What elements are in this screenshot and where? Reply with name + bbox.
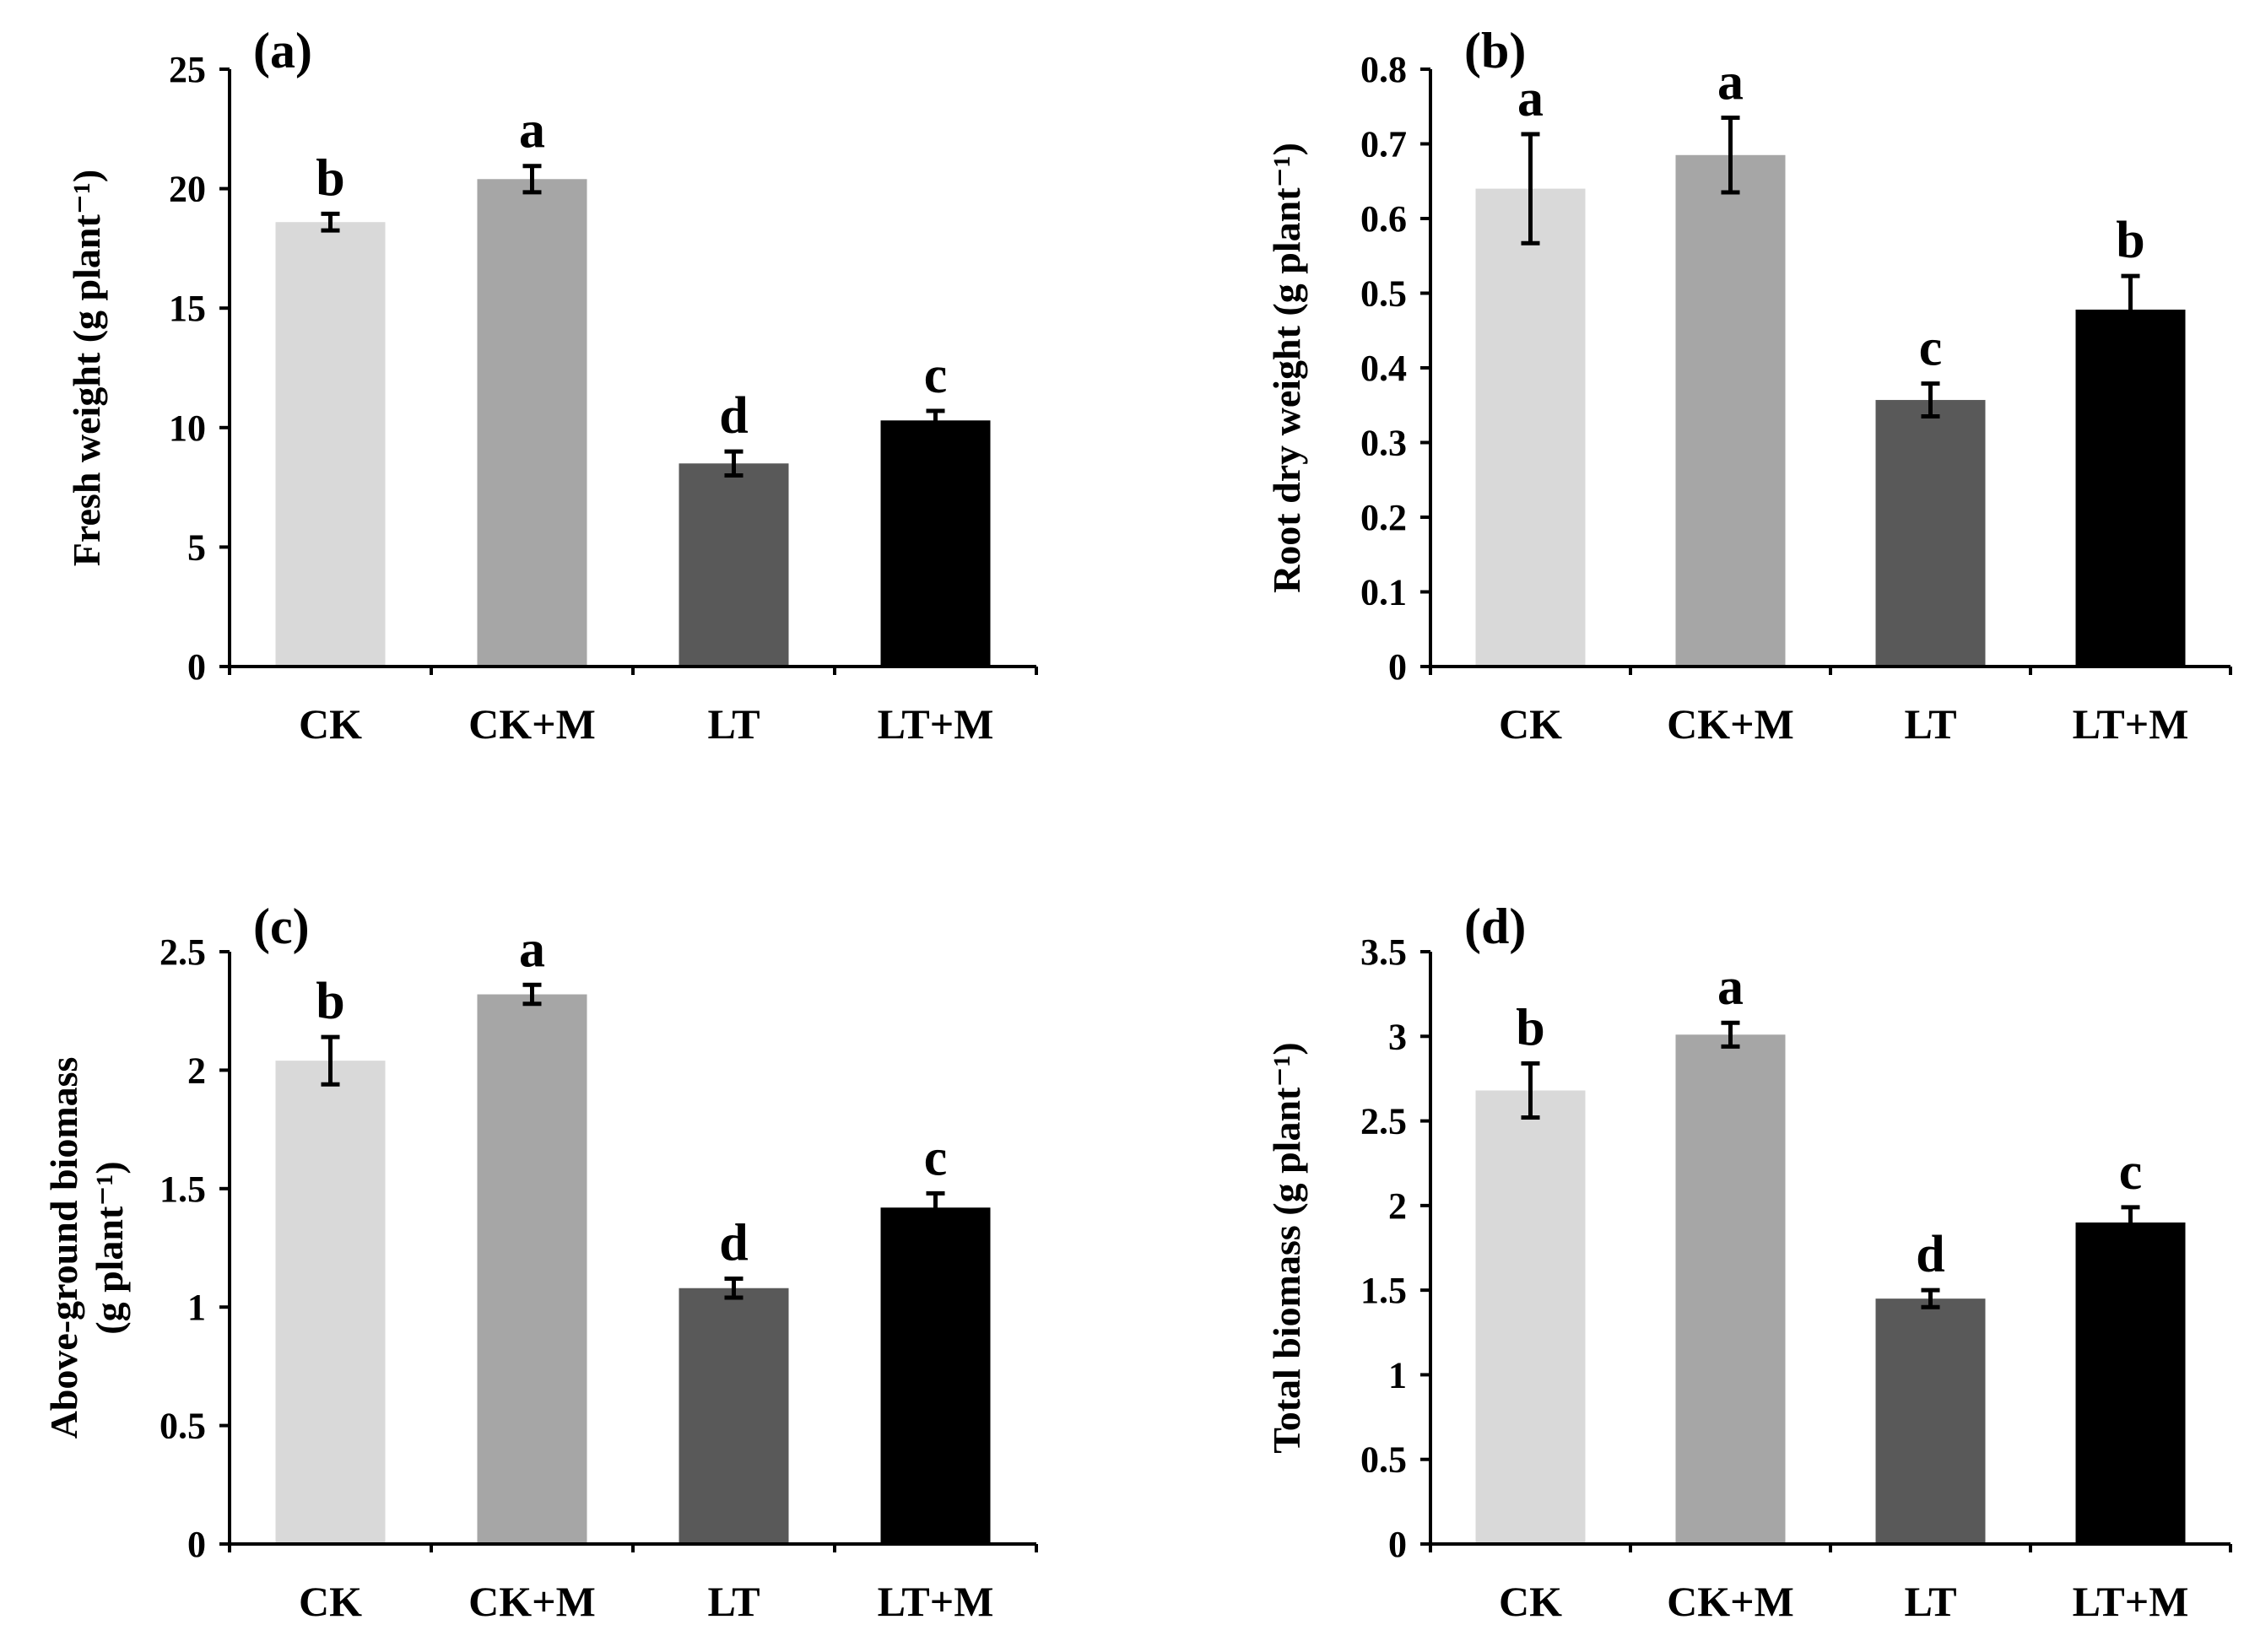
- y-tick-label: 0.5: [1360, 273, 1407, 315]
- y-axis-title: Total biomass (g plant⁻¹): [1265, 1042, 1308, 1454]
- bar-CK: [1475, 188, 1586, 667]
- y-tick-label: 2.5: [1360, 1101, 1407, 1142]
- y-tick-label: 0: [1388, 1524, 1407, 1565]
- y-tick-label: 0.1: [1360, 572, 1407, 613]
- y-tick-label: 0.8: [1360, 49, 1407, 90]
- y-tick-label: 0.5: [1360, 1439, 1407, 1481]
- chart-panel-2: (c)b CK a CK+M d LT c LT+M 0 0.5 1 1.5 2 2.5 Above-gro…: [42, 899, 1038, 1625]
- y-tick-label: 20: [169, 169, 206, 210]
- bar-CK: [275, 222, 386, 667]
- bar-LT: [679, 1288, 789, 1544]
- significance-letter: a: [1717, 54, 1744, 111]
- x-tick-label: LT+M: [2073, 1578, 2189, 1625]
- bar-LT: [679, 463, 789, 667]
- y-tick-label: 25: [169, 49, 206, 90]
- significance-letter: a: [1517, 70, 1544, 127]
- x-tick-label: CK+M: [468, 1578, 596, 1625]
- y-tick-label: 0.5: [160, 1406, 206, 1447]
- y-axis-title: Fresh weight (g plant⁻¹): [65, 170, 108, 566]
- x-tick-label: CK: [1499, 700, 1562, 748]
- significance-letter: c: [924, 347, 948, 404]
- significance-letter: c: [2119, 1143, 2143, 1201]
- bar-LT+M: [880, 1207, 991, 1544]
- x-tick-label: CK+M: [1667, 700, 1794, 748]
- y-tick-label: 1: [1388, 1354, 1407, 1396]
- bar-LT+M: [2075, 1222, 2186, 1544]
- significance-letter: b: [316, 973, 344, 1030]
- y-tick-label: 1.5: [1360, 1270, 1407, 1311]
- significance-letter: b: [2116, 212, 2144, 269]
- y-tick-label: 1.5: [160, 1169, 206, 1210]
- x-tick-label: CK: [1499, 1578, 1562, 1625]
- bar-CK+M: [477, 994, 587, 1544]
- significance-letter: c: [924, 1129, 948, 1186]
- x-tick-label: LT+M: [878, 700, 994, 748]
- y-tick-label: 0.4: [1360, 348, 1407, 389]
- significance-letter: a: [519, 102, 545, 159]
- x-tick-label: CK+M: [1667, 1578, 1794, 1625]
- significance-letter: a: [519, 920, 545, 978]
- y-tick-label: 0: [1388, 646, 1407, 688]
- y-tick-label: 0.2: [1360, 497, 1407, 538]
- bar-LT+M: [2075, 309, 2186, 667]
- y-tick-label: 2.5: [160, 931, 206, 973]
- x-tick-label: LT+M: [2073, 700, 2189, 748]
- panel-label: (d): [1464, 899, 1526, 954]
- panel-label: (a): [253, 23, 312, 78]
- significance-letter: a: [1717, 958, 1744, 1016]
- y-tick-label: 0: [187, 1524, 206, 1565]
- y-tick-label: 3: [1388, 1016, 1407, 1057]
- significance-letter: d: [719, 1215, 748, 1272]
- y-tick-label: 3.5: [1360, 931, 1407, 973]
- y-tick-label: 2: [187, 1050, 206, 1091]
- y-axis-title: Root dry weight (g plant⁻¹): [1265, 143, 1308, 593]
- y-tick-label: 0.3: [1360, 423, 1407, 464]
- bar-LT: [1875, 1298, 1986, 1544]
- chart-panel-3: (d) b CK a CK+M d LT c LT+M 0 0.5 1 1.5 2 2.5 3 3.5 Total…: [1265, 899, 2232, 1625]
- panel-label: (c): [253, 899, 310, 954]
- x-tick-label: LT: [1904, 700, 1956, 748]
- y-tick-label: 0.7: [1360, 124, 1407, 165]
- x-tick-label: CK+M: [468, 700, 596, 748]
- x-tick-label: LT: [707, 700, 760, 748]
- bar-LT: [1875, 400, 1986, 667]
- panel-label: (b): [1464, 23, 1526, 78]
- significance-letter: d: [719, 387, 748, 445]
- bar-LT+M: [880, 420, 991, 667]
- bar-CK: [1475, 1090, 1586, 1544]
- significance-letter: d: [1916, 1226, 1944, 1283]
- bar-CK+M: [1675, 1034, 1786, 1544]
- y-tick-label: 10: [169, 408, 206, 449]
- x-tick-label: LT+M: [878, 1578, 994, 1625]
- x-tick-label: LT: [707, 1578, 760, 1625]
- y-tick-label: 15: [169, 288, 206, 329]
- significance-letter: b: [1516, 999, 1544, 1056]
- y-tick-label: 0: [187, 646, 206, 688]
- significance-letter: b: [316, 149, 344, 207]
- y-tick-label: 1: [187, 1287, 206, 1328]
- bar-CK+M: [477, 179, 587, 667]
- chart-panel-0: (a) b CK a CK+M d LT c LT+M 0 5 10 15 20 25 Fresh weigh…: [65, 23, 1038, 748]
- y-tick-label: 2: [1388, 1185, 1407, 1227]
- bar-CK: [275, 1061, 386, 1544]
- y-tick-label: 0.6: [1360, 198, 1407, 240]
- y-tick-label: 5: [187, 526, 206, 568]
- y-axis-title: Above-ground biomass: [42, 1057, 85, 1439]
- chart-panel-1: (b)aCKaCK+McLTbLT+M00.10.20.30.40.50.60.…: [1265, 23, 2232, 748]
- significance-letter: c: [1919, 320, 1943, 377]
- x-tick-label: LT: [1904, 1578, 1956, 1625]
- y-axis-title: (g plant⁻¹): [88, 1161, 131, 1334]
- bar-CK+M: [1675, 154, 1786, 667]
- x-tick-label: CK: [299, 1578, 362, 1625]
- x-tick-label: CK: [299, 700, 362, 748]
